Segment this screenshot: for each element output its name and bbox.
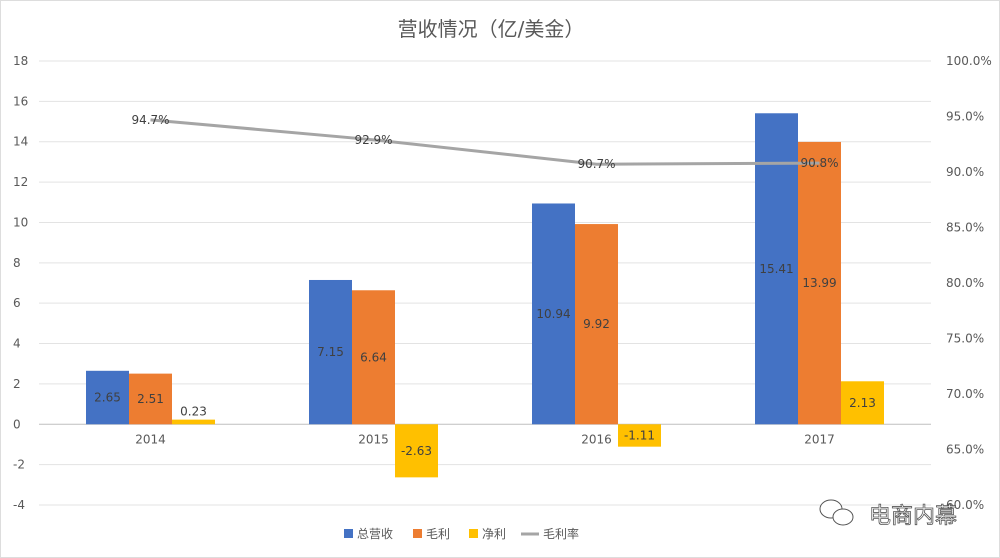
bar-净利 xyxy=(395,424,438,478)
wechat-icon xyxy=(819,499,854,526)
right-tick-label: 70.0% xyxy=(946,387,984,401)
bar-总营收 xyxy=(532,203,575,425)
right-tick-label: 60.0% xyxy=(946,498,984,512)
data-label: 7.15 xyxy=(317,345,344,359)
data-label: 15.41 xyxy=(759,262,793,276)
line-data-label: 90.7% xyxy=(577,157,615,171)
left-tick-label: 10 xyxy=(13,215,28,229)
left-tick-label: 0 xyxy=(13,417,21,431)
right-tick-label: 65.0% xyxy=(946,443,984,457)
right-tick-label: 100.0% xyxy=(946,54,992,68)
right-tick-label: 75.0% xyxy=(946,332,984,346)
chart-title: 营收情况（亿/美金） xyxy=(398,17,585,41)
data-label: 2.65 xyxy=(94,391,121,405)
legend-label: 净利 xyxy=(482,527,506,541)
left-tick-label: -4 xyxy=(13,498,25,512)
category-label: 2014 xyxy=(135,432,166,446)
line-data-label: 92.9% xyxy=(354,133,392,147)
left-tick-label: -2 xyxy=(13,458,25,472)
bar-净利 xyxy=(172,419,215,425)
left-tick-label: 18 xyxy=(13,54,28,68)
legend-label: 总营收 xyxy=(357,527,393,541)
bar-净利 xyxy=(618,424,661,447)
bar-毛利 xyxy=(129,373,172,425)
watermark: 电商内幕 xyxy=(819,499,957,529)
bar-总营收 xyxy=(309,279,352,425)
bar-净利 xyxy=(841,381,884,425)
category-label: 2016 xyxy=(581,432,612,446)
data-label: -2.63 xyxy=(401,444,432,458)
line-data-label: 90.8% xyxy=(800,156,838,170)
left-tick-label: 2 xyxy=(13,377,21,391)
legend-swatch xyxy=(344,529,353,538)
legend-swatch xyxy=(469,529,478,538)
line-data-label: 94.7% xyxy=(131,113,169,127)
bar-总营收 xyxy=(86,370,129,425)
bar-毛利 xyxy=(352,290,395,425)
line-毛利率 xyxy=(150,118,820,166)
category-label: 2017 xyxy=(804,432,835,446)
right-tick-label: 80.0% xyxy=(946,276,984,290)
bar-总营收 xyxy=(755,113,798,425)
left-tick-label: 6 xyxy=(13,296,21,310)
category-label: 2015 xyxy=(358,432,389,446)
watermark-text: 电商内幕 xyxy=(869,504,957,529)
left-tick-label: 12 xyxy=(13,175,28,189)
data-label: 0.23 xyxy=(180,405,207,419)
data-label: 10.94 xyxy=(536,307,570,321)
left-tick-label: 4 xyxy=(13,337,21,351)
left-tick-label: 16 xyxy=(13,94,28,108)
bar-毛利 xyxy=(575,224,618,425)
legend-label: 毛利 xyxy=(426,527,450,541)
right-tick-label: 90.0% xyxy=(946,165,984,179)
legend-swatch xyxy=(413,529,422,538)
data-label: -1.11 xyxy=(624,428,655,442)
right-tick-label: 95.0% xyxy=(946,110,984,124)
data-label: 13.99 xyxy=(802,276,836,290)
bar-毛利 xyxy=(798,141,841,425)
left-tick-label: 14 xyxy=(13,135,28,149)
data-label: 6.64 xyxy=(360,350,387,364)
right-tick-label: 85.0% xyxy=(946,221,984,235)
left-tick-label: 8 xyxy=(13,256,21,270)
legend-label: 毛利率 xyxy=(543,526,579,541)
data-label: 2.13 xyxy=(849,396,876,410)
data-label: 2.51 xyxy=(137,392,164,406)
data-label: 9.92 xyxy=(583,317,610,331)
